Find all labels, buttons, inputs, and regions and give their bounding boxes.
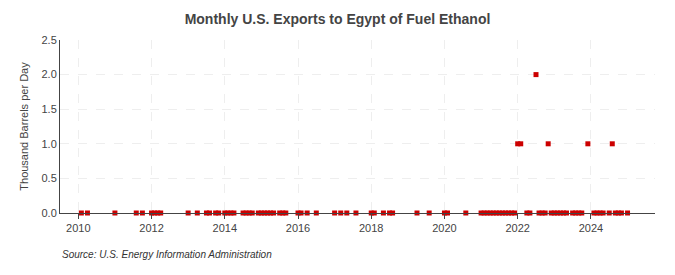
svg-text:0.5: 0.5 [42,172,57,184]
svg-text:Monthly U.S. Exports to Egypt: Monthly U.S. Exports to Egypt of Fuel Et… [185,11,491,27]
svg-text:2.5: 2.5 [42,34,57,46]
svg-text:0.0: 0.0 [42,207,57,219]
svg-text:2010: 2010 [66,222,90,234]
svg-text:2.0: 2.0 [42,68,57,80]
svg-text:1.0: 1.0 [42,138,57,150]
svg-text:Source: U.S. Energy Informatio: Source: U.S. Energy Information Administ… [62,249,272,260]
svg-text:2018: 2018 [359,222,383,234]
svg-text:Thousand Barrels per Day: Thousand Barrels per Day [18,62,30,191]
svg-text:2014: 2014 [213,222,237,234]
svg-text:2024: 2024 [579,222,603,234]
svg-text:2022: 2022 [505,222,529,234]
svg-text:2016: 2016 [286,222,310,234]
svg-text:1.5: 1.5 [42,103,57,115]
svg-text:2012: 2012 [139,222,163,234]
svg-text:2020: 2020 [432,222,456,234]
